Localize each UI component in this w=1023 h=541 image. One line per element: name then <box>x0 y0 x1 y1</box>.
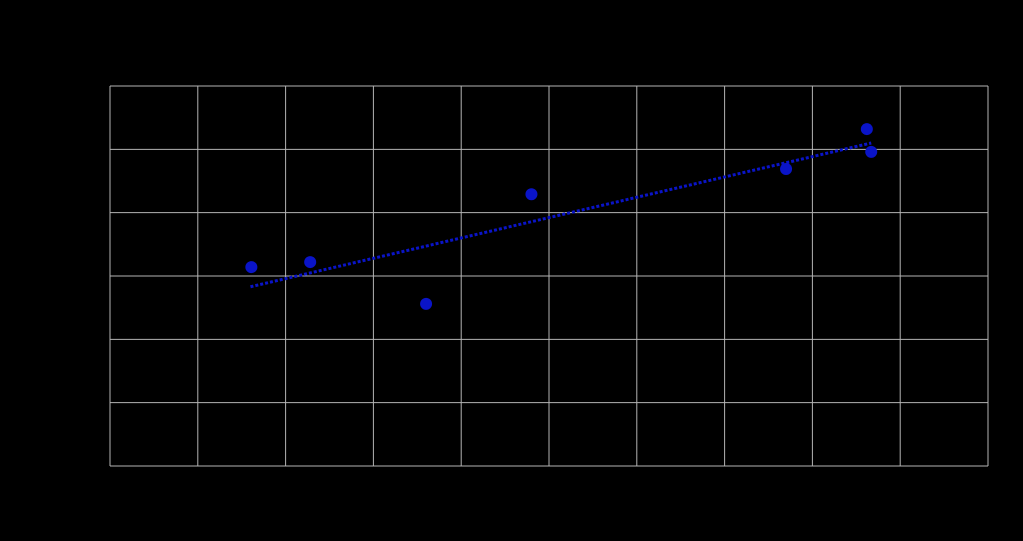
x-tick-label: 2 <box>282 474 289 488</box>
x-tick-label: 10 <box>981 474 995 488</box>
y-tick-label: 4 <box>95 205 102 219</box>
point <box>304 256 317 269</box>
y-tick-label: 3 <box>95 268 102 282</box>
x-tick-label: 4 <box>458 474 465 488</box>
point <box>525 188 538 201</box>
point <box>780 162 793 175</box>
point <box>420 297 433 310</box>
x-tick-label: 3 <box>370 474 377 488</box>
x-tick-label: 7 <box>721 474 728 488</box>
point <box>865 145 878 158</box>
y-tick-label: 6 <box>95 78 102 92</box>
y-tick-label: 2 <box>95 332 102 346</box>
trend-line <box>250 141 872 289</box>
x-tick-label: 6 <box>633 474 640 488</box>
x-tick-label: 0 <box>107 474 114 488</box>
point <box>860 123 873 136</box>
x-tick-label: 8 <box>809 474 816 488</box>
point <box>245 261 258 274</box>
y-tick-label: 5 <box>95 142 102 156</box>
y-tick-label: 1 <box>95 395 102 409</box>
x-tick-label: 5 <box>546 474 553 488</box>
x-tick-label: 9 <box>897 474 904 488</box>
y-tick-label: 0 <box>95 458 102 472</box>
x-tick-label: 1 <box>194 474 201 488</box>
